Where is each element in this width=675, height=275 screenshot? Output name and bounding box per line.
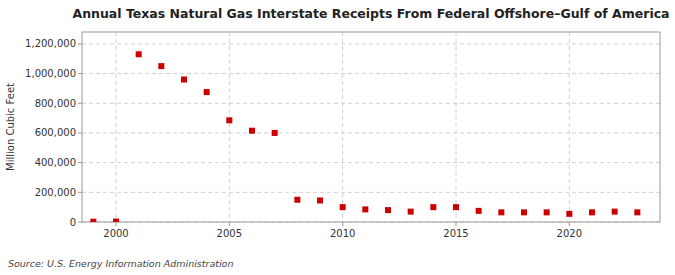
y-tick-label: 600,000 bbox=[35, 127, 76, 138]
point bbox=[589, 209, 595, 215]
tick-mark bbox=[78, 222, 82, 223]
x-tick-label: 2010 bbox=[330, 228, 355, 239]
grid-line bbox=[116, 32, 117, 222]
point bbox=[113, 219, 119, 222]
point bbox=[476, 208, 482, 214]
grid-line bbox=[569, 32, 570, 222]
point bbox=[294, 197, 300, 203]
point bbox=[430, 204, 436, 210]
tick-mark bbox=[116, 222, 117, 226]
grid-line bbox=[82, 162, 660, 163]
x-tick-label: 2005 bbox=[217, 228, 242, 239]
tick-mark bbox=[78, 192, 82, 193]
grid-line bbox=[229, 32, 230, 222]
source: Source: U.S. Energy Information Administ… bbox=[8, 258, 233, 269]
plot-frame bbox=[82, 32, 660, 222]
y-tick-label: 800,000 bbox=[35, 98, 76, 109]
tick-mark bbox=[342, 222, 343, 226]
tick-mark bbox=[78, 73, 82, 74]
y-tick-label: 1,000,000 bbox=[25, 68, 76, 79]
y-tick-label: 200,000 bbox=[35, 187, 76, 198]
point bbox=[544, 209, 550, 215]
y-tick-label: 400,000 bbox=[35, 157, 76, 168]
point bbox=[362, 206, 368, 212]
point bbox=[317, 197, 323, 203]
tick-mark bbox=[456, 222, 457, 226]
tick-mark bbox=[78, 43, 82, 44]
grid-line bbox=[82, 43, 660, 44]
tick-mark bbox=[78, 103, 82, 104]
tick-mark bbox=[569, 222, 570, 226]
tick-mark bbox=[78, 132, 82, 133]
point bbox=[90, 219, 96, 222]
point bbox=[521, 209, 527, 215]
grid-line bbox=[82, 132, 660, 133]
grid-line bbox=[456, 32, 457, 222]
grid-line bbox=[82, 192, 660, 193]
point bbox=[181, 77, 187, 83]
tick-mark bbox=[229, 222, 230, 226]
point bbox=[453, 204, 459, 210]
point bbox=[226, 117, 232, 123]
point bbox=[408, 209, 414, 215]
point bbox=[204, 89, 210, 95]
points bbox=[90, 51, 640, 222]
y-tick-label: 1,200,000 bbox=[25, 38, 76, 49]
y-tick-label: 0 bbox=[70, 217, 76, 228]
x-tick-label: 2015 bbox=[443, 228, 468, 239]
point bbox=[136, 51, 142, 57]
point bbox=[158, 63, 164, 69]
x-tick-label: 2000 bbox=[103, 228, 128, 239]
grid-line bbox=[342, 32, 343, 222]
x-tick-label: 2020 bbox=[557, 228, 582, 239]
point bbox=[612, 209, 618, 215]
chart: Annual Texas Natural Gas Interstate Rece… bbox=[0, 0, 675, 275]
point bbox=[340, 204, 346, 210]
point bbox=[272, 130, 278, 136]
point bbox=[634, 209, 640, 215]
point bbox=[566, 211, 572, 217]
tick-mark bbox=[78, 162, 82, 163]
point bbox=[385, 207, 391, 213]
point bbox=[498, 209, 504, 215]
point bbox=[249, 128, 255, 134]
grid-line bbox=[82, 73, 660, 74]
grid-line bbox=[82, 103, 660, 104]
title: Annual Texas Natural Gas Interstate Rece… bbox=[72, 6, 669, 21]
y-axis-label: Million Cubic Feet bbox=[5, 83, 16, 171]
